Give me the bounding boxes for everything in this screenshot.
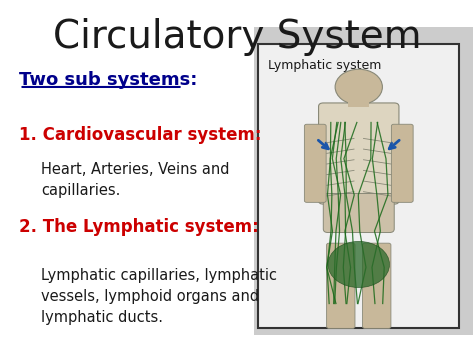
FancyBboxPatch shape bbox=[258, 44, 459, 328]
FancyBboxPatch shape bbox=[392, 124, 413, 202]
Text: 2. The Lymphatic system:: 2. The Lymphatic system: bbox=[19, 218, 259, 236]
FancyBboxPatch shape bbox=[319, 103, 399, 204]
FancyBboxPatch shape bbox=[348, 87, 369, 106]
Text: Two sub systems:: Two sub systems: bbox=[19, 71, 198, 89]
Text: Circulatory System: Circulatory System bbox=[53, 18, 421, 56]
FancyBboxPatch shape bbox=[363, 243, 391, 328]
FancyBboxPatch shape bbox=[254, 27, 474, 335]
Text: 1. Cardiovascular system:: 1. Cardiovascular system: bbox=[19, 126, 262, 144]
FancyBboxPatch shape bbox=[323, 193, 394, 233]
Text: Lymphatic capillaries, lymphatic
vessels, lymphoid organs and
lymphatic ducts.: Lymphatic capillaries, lymphatic vessels… bbox=[41, 268, 277, 325]
FancyBboxPatch shape bbox=[327, 243, 355, 328]
Text: Heart, Arteries, Veins and
capillaries.: Heart, Arteries, Veins and capillaries. bbox=[41, 162, 229, 197]
Circle shape bbox=[335, 69, 383, 105]
Text: Lymphatic system: Lymphatic system bbox=[268, 59, 381, 72]
Circle shape bbox=[328, 241, 390, 288]
FancyBboxPatch shape bbox=[304, 124, 326, 202]
